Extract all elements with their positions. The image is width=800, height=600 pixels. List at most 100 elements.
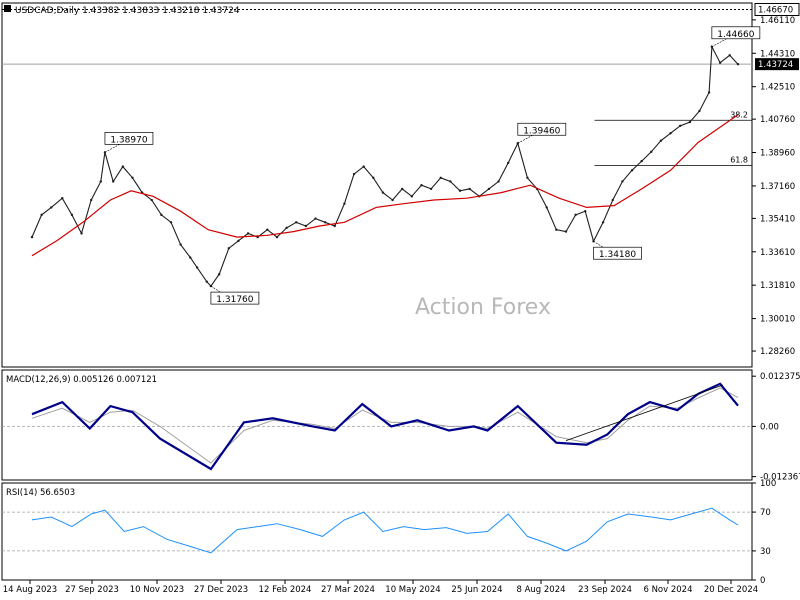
price-point-27 <box>275 235 279 239</box>
macd-signal-line <box>31 387 739 464</box>
price-point-3 <box>61 196 64 200</box>
price-point-46 <box>458 189 462 192</box>
price-tick-label-7: 1.33610 <box>760 248 795 258</box>
price-point-24 <box>246 232 250 235</box>
price-tick-label-9: 1.30010 <box>760 315 795 325</box>
price-point-19 <box>205 280 208 283</box>
price-point-49 <box>487 187 491 191</box>
price-point-76 <box>736 63 740 66</box>
price-point-75 <box>728 54 731 57</box>
price-point-11 <box>131 176 134 179</box>
macd-tick-label-2: -0.012367 <box>760 473 800 483</box>
watermark: Action Forex <box>415 295 551 320</box>
annotation-label-4: 1.44660 <box>717 30 754 40</box>
annotation-label-1: 1.31760 <box>216 295 253 305</box>
rsi-tick-label-2: 30 <box>760 547 771 557</box>
price-tick-label-5: 1.37160 <box>760 182 795 192</box>
x-tick-label-8: 8 Aug 2024 <box>516 585 565 595</box>
rsi-label: RSI(14) 56.6503 <box>6 488 75 498</box>
price-point-69 <box>678 124 682 128</box>
last-price-label: 1.43724 <box>758 60 793 70</box>
price-point-41 <box>410 195 414 198</box>
price-point-72 <box>707 91 711 94</box>
rsi-tick-label-0: 100 <box>760 479 776 489</box>
price-point-35 <box>352 172 356 176</box>
price-point-67 <box>659 139 663 142</box>
price-point-9 <box>111 180 115 183</box>
x-tick-label-7: 25 Jun 2024 <box>451 585 502 595</box>
price-point-36 <box>362 165 365 168</box>
price-point-38 <box>381 191 385 194</box>
annotation-leader-0 <box>104 140 128 153</box>
price-tick-label-6: 1.35410 <box>760 214 795 224</box>
annotation-box-2 <box>517 122 567 136</box>
panel-rsi-frame <box>1 482 753 581</box>
price-point-62 <box>611 198 614 202</box>
price-point-23 <box>237 239 240 243</box>
price-point-1 <box>40 213 43 217</box>
price-point-50 <box>497 180 500 183</box>
macd-tick-label-0: 0.012375 <box>760 372 800 382</box>
annotation-leader-4 <box>711 34 734 48</box>
top-level-label: 1.46670 <box>758 5 793 15</box>
fib-label-0: 38.2 <box>730 110 748 119</box>
annotation-box-1 <box>210 291 260 305</box>
price-point-70 <box>688 120 692 124</box>
price-point-42 <box>420 183 423 187</box>
price-point-65 <box>640 159 643 163</box>
price-tick-label-0: 1.46110 <box>760 16 795 26</box>
price-point-68 <box>669 132 672 135</box>
header-icon <box>4 5 11 12</box>
price-point-44 <box>439 176 442 179</box>
price-point-26 <box>266 228 269 231</box>
price-point-40 <box>401 187 404 191</box>
x-tick-label-10: 6 Nov 2024 <box>643 585 692 595</box>
macd-line <box>31 382 739 471</box>
price-point-5 <box>80 232 83 235</box>
price-point-30 <box>304 224 308 228</box>
price-point-14 <box>160 213 163 217</box>
price-point-63 <box>621 180 624 183</box>
price-point-13 <box>150 198 153 202</box>
price-point-21 <box>217 273 221 276</box>
price-point-7 <box>99 180 103 183</box>
x-tick-label-2: 10 Nov 2023 <box>130 585 184 595</box>
x-tick-label-6: 10 May 2024 <box>385 585 440 595</box>
price-point-22 <box>227 247 230 250</box>
price-point-39 <box>391 198 394 202</box>
x-tick-label-4: 12 Feb 2024 <box>259 585 312 595</box>
top-level-label-box <box>754 2 800 16</box>
price-point-56 <box>555 228 558 231</box>
x-tick-label-1: 27 Sep 2023 <box>65 585 119 595</box>
price-point-59 <box>584 209 587 213</box>
rsi-tick-label-3: 0 <box>760 576 765 586</box>
last-price-label-box <box>755 58 799 71</box>
price-point-57 <box>564 230 568 233</box>
panel-price-frame <box>1 2 753 368</box>
x-tick-label-0: 14 Aug 2023 <box>3 585 57 595</box>
price-point-28 <box>285 226 288 230</box>
price-point-32 <box>323 221 327 224</box>
rsi-tick-label-1: 70 <box>760 508 771 518</box>
annotation-label-0: 1.38970 <box>110 135 147 145</box>
price-tick-label-8: 1.31810 <box>760 281 795 291</box>
macd-label: MACD(12,26,9) 0.005126 0.007121 <box>6 375 157 385</box>
fib-label-1: 61.8 <box>730 156 748 165</box>
price-point-10 <box>121 165 125 168</box>
x-tick-label-11: 20 Dec 2024 <box>704 585 758 595</box>
price-point-18 <box>195 266 199 269</box>
annotation-label-2: 1.39460 <box>523 126 560 136</box>
x-tick-label-5: 27 Mar 2024 <box>321 585 375 595</box>
annotation-box-4 <box>711 26 761 40</box>
price-tick-label-4: 1.38960 <box>760 149 795 159</box>
price-point-33 <box>333 224 336 228</box>
price-point-34 <box>343 202 346 205</box>
price-tick-label-10: 1.28260 <box>760 347 795 357</box>
price-point-31 <box>314 217 317 220</box>
price-point-61 <box>601 221 605 224</box>
price-point-74 <box>718 61 722 64</box>
price-point-17 <box>189 256 192 259</box>
ma-line <box>31 114 739 257</box>
rsi-line <box>31 507 739 554</box>
price-tick-label-3: 1.40760 <box>760 115 795 125</box>
